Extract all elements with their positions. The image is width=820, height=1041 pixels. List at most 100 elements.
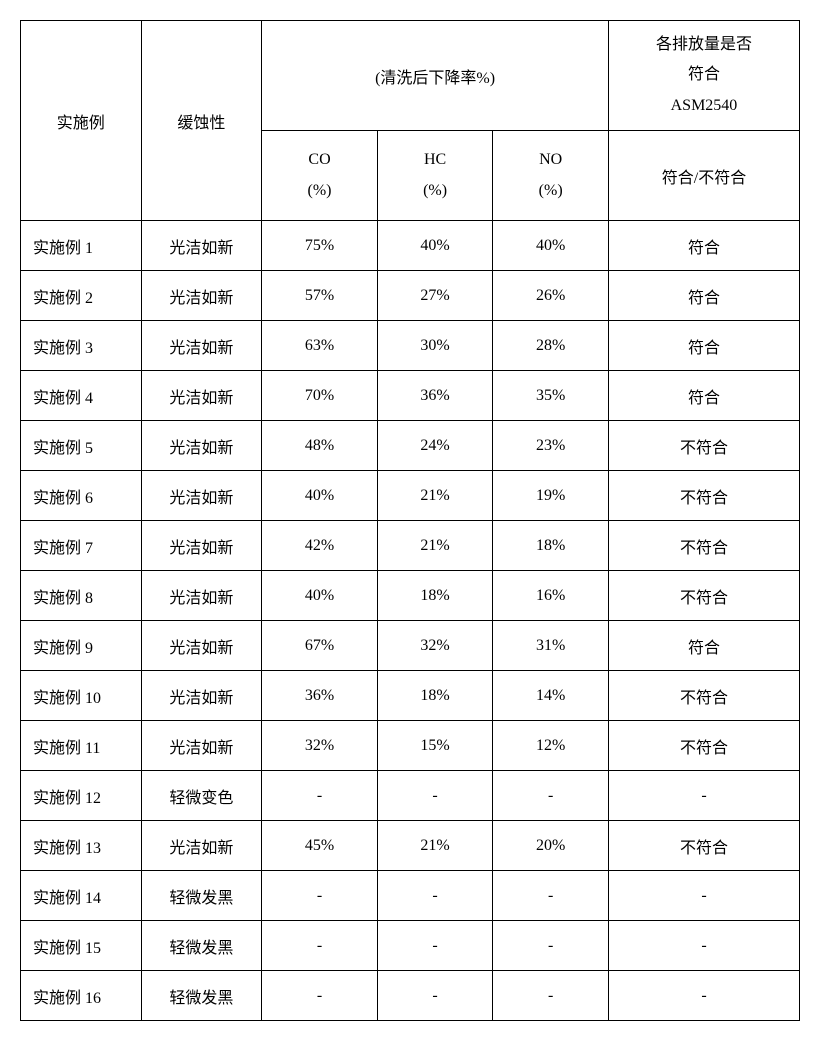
cell-no: 26% [493, 271, 609, 321]
cell-compliance: - [608, 971, 799, 1021]
cell-compliance: 不符合 [608, 421, 799, 471]
hc-label: HC [379, 145, 492, 175]
cell-co: 36% [262, 671, 378, 721]
table-body: 实施例 1光洁如新75%40%40%符合实施例 2光洁如新57%27%26%符合… [21, 221, 800, 1021]
cell-example: 实施例 8 [21, 571, 142, 621]
cell-example: 实施例 13 [21, 821, 142, 871]
cell-compliance: 符合 [608, 321, 799, 371]
cell-example: 实施例 9 [21, 621, 142, 671]
cell-example: 实施例 10 [21, 671, 142, 721]
cell-no: 20% [493, 821, 609, 871]
cell-compliance: 不符合 [608, 521, 799, 571]
cell-corrosion: 光洁如新 [141, 371, 262, 421]
cell-hc: 21% [377, 471, 493, 521]
cell-no: 16% [493, 571, 609, 621]
cell-corrosion: 光洁如新 [141, 421, 262, 471]
cell-compliance: 不符合 [608, 671, 799, 721]
cell-corrosion: 轻微发黑 [141, 871, 262, 921]
cell-no: - [493, 971, 609, 1021]
compliance-line1: 各排放量是否 [610, 30, 798, 60]
cell-co: 45% [262, 821, 378, 871]
cell-co: - [262, 971, 378, 1021]
cell-co: 70% [262, 371, 378, 421]
cell-co: 40% [262, 571, 378, 621]
header-compliance-top: 各排放量是否 符合 ASM2540 [608, 21, 799, 131]
cell-compliance: 符合 [608, 271, 799, 321]
cell-no: - [493, 871, 609, 921]
cell-co: 63% [262, 321, 378, 371]
cell-corrosion: 光洁如新 [141, 321, 262, 371]
cell-compliance: - [608, 871, 799, 921]
cell-compliance: 符合 [608, 221, 799, 271]
header-example: 实施例 [21, 21, 142, 221]
cell-corrosion: 轻微发黑 [141, 971, 262, 1021]
cell-co: 48% [262, 421, 378, 471]
cell-no: 14% [493, 671, 609, 721]
co-label: CO [263, 145, 376, 175]
cell-co: 32% [262, 721, 378, 771]
cell-co: 75% [262, 221, 378, 271]
cell-no: - [493, 771, 609, 821]
cell-no: 40% [493, 221, 609, 271]
cell-example: 实施例 15 [21, 921, 142, 971]
cell-no: - [493, 921, 609, 971]
cell-example: 实施例 7 [21, 521, 142, 571]
table-row: 实施例 1光洁如新75%40%40%符合 [21, 221, 800, 271]
cell-corrosion: 光洁如新 [141, 721, 262, 771]
cell-corrosion: 光洁如新 [141, 471, 262, 521]
table-row: 实施例 16轻微发黑---- [21, 971, 800, 1021]
cell-example: 实施例 16 [21, 971, 142, 1021]
cell-compliance: 不符合 [608, 821, 799, 871]
cell-no: 23% [493, 421, 609, 471]
cell-co: 42% [262, 521, 378, 571]
cell-example: 实施例 6 [21, 471, 142, 521]
cell-example: 实施例 14 [21, 871, 142, 921]
cell-hc: 18% [377, 671, 493, 721]
cell-example: 实施例 3 [21, 321, 142, 371]
cell-corrosion: 光洁如新 [141, 271, 262, 321]
cell-hc: 15% [377, 721, 493, 771]
cell-no: 35% [493, 371, 609, 421]
cell-corrosion: 光洁如新 [141, 571, 262, 621]
cell-example: 实施例 2 [21, 271, 142, 321]
cell-compliance: 符合 [608, 371, 799, 421]
table-row: 实施例 12轻微变色---- [21, 771, 800, 821]
table-header: 实施例 缓蚀性 (清洗后下降率%) 各排放量是否 符合 ASM2540 CO (… [21, 21, 800, 221]
header-no: NO (%) [493, 131, 609, 221]
cell-co: - [262, 921, 378, 971]
cell-no: 31% [493, 621, 609, 671]
cell-hc: 27% [377, 271, 493, 321]
header-corrosion: 缓蚀性 [141, 21, 262, 221]
table-row: 实施例 4光洁如新70%36%35%符合 [21, 371, 800, 421]
cell-hc: 40% [377, 221, 493, 271]
header-compliance-sub: 符合/不符合 [608, 131, 799, 221]
cell-compliance: 不符合 [608, 471, 799, 521]
cell-compliance: 不符合 [608, 721, 799, 771]
cell-example: 实施例 4 [21, 371, 142, 421]
table-row: 实施例 6光洁如新40%21%19%不符合 [21, 471, 800, 521]
no-label: NO [494, 145, 607, 175]
header-hc: HC (%) [377, 131, 493, 221]
table-row: 实施例 2光洁如新57%27%26%符合 [21, 271, 800, 321]
cell-compliance: 符合 [608, 621, 799, 671]
cell-compliance: - [608, 921, 799, 971]
cell-example: 实施例 11 [21, 721, 142, 771]
header-co: CO (%) [262, 131, 378, 221]
cell-corrosion: 光洁如新 [141, 671, 262, 721]
table-row: 实施例 11光洁如新32%15%12%不符合 [21, 721, 800, 771]
cell-hc: - [377, 871, 493, 921]
cell-example: 实施例 12 [21, 771, 142, 821]
cell-co: 57% [262, 271, 378, 321]
cell-hc: - [377, 971, 493, 1021]
cell-co: 40% [262, 471, 378, 521]
table-row: 实施例 10光洁如新36%18%14%不符合 [21, 671, 800, 721]
table-row: 实施例 7光洁如新42%21%18%不符合 [21, 521, 800, 571]
cell-hc: 18% [377, 571, 493, 621]
cell-example: 实施例 1 [21, 221, 142, 271]
cell-hc: - [377, 771, 493, 821]
cell-corrosion: 光洁如新 [141, 221, 262, 271]
cell-corrosion: 光洁如新 [141, 521, 262, 571]
cell-co: - [262, 871, 378, 921]
compliance-line2: 符合 [610, 60, 798, 90]
co-unit: (%) [263, 176, 376, 206]
